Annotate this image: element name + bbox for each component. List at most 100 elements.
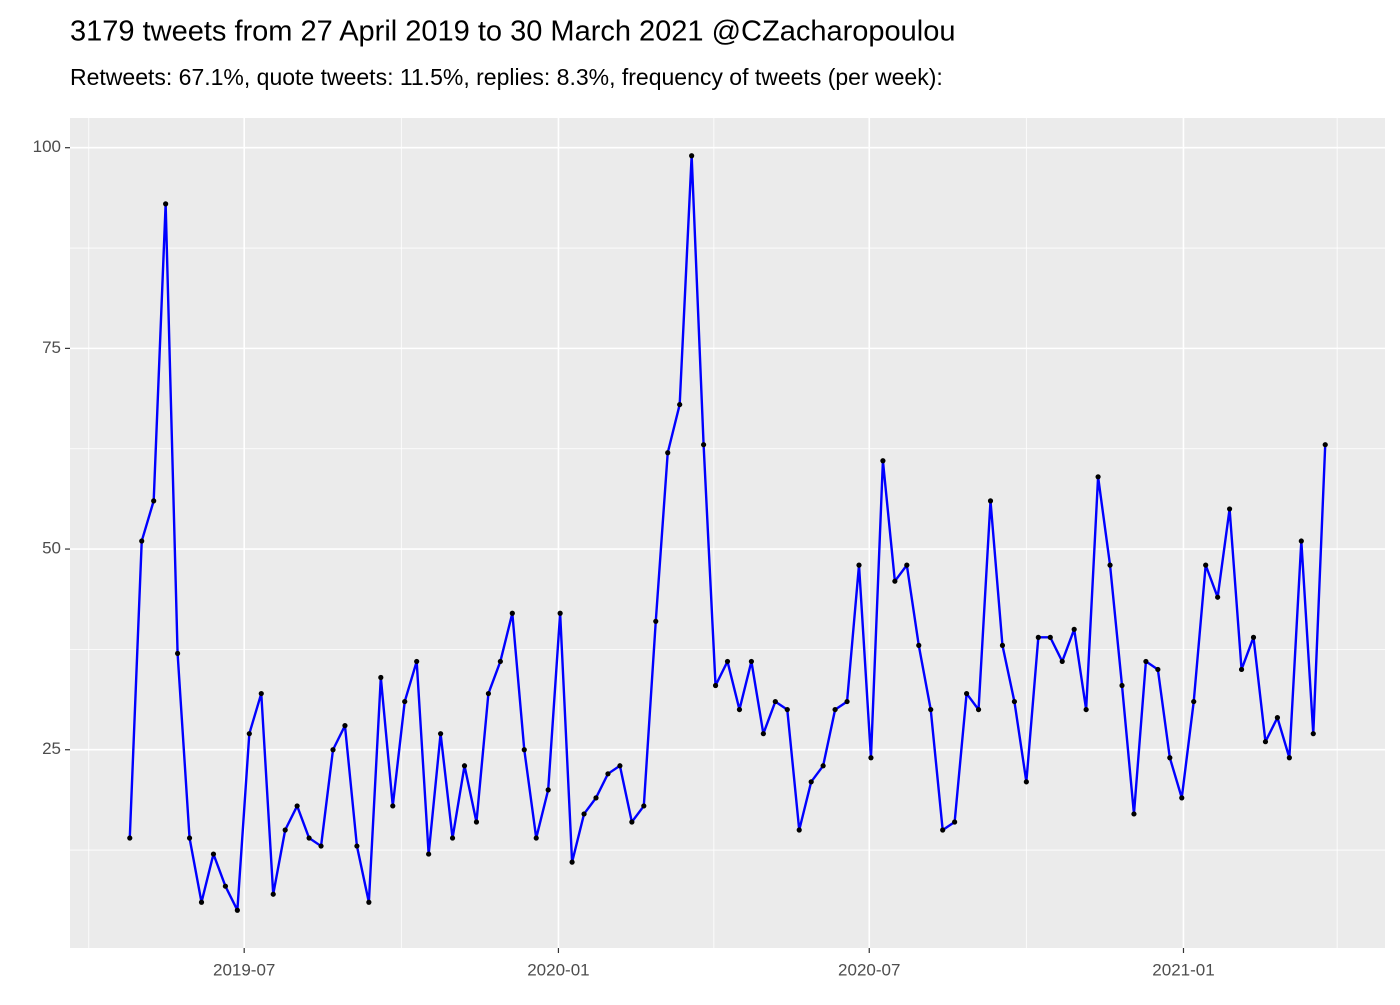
- data-point: [1203, 562, 1209, 568]
- data-point: [342, 723, 348, 729]
- data-point: [963, 690, 970, 697]
- chart-title: 3179 tweets from 27 April 2019 to 30 Mar…: [70, 16, 955, 48]
- data-point: [916, 642, 922, 648]
- data-point: [1215, 594, 1221, 600]
- data-point: [378, 674, 384, 681]
- data-point: [605, 771, 611, 777]
- data-point: [1167, 755, 1173, 761]
- x-tick-label: 2021-01: [1152, 960, 1214, 979]
- data-point: [1035, 634, 1041, 640]
- data-point: [593, 795, 599, 801]
- data-point: [999, 642, 1006, 648]
- data-point: [461, 763, 468, 769]
- data-point: [282, 827, 288, 833]
- data-point: [497, 658, 503, 665]
- data-point: [186, 835, 193, 841]
- data-point: [1286, 755, 1292, 761]
- data-point: [952, 819, 958, 825]
- data-point: [402, 698, 408, 705]
- data-point: [390, 803, 396, 809]
- data-point: [1107, 562, 1113, 568]
- data-point: [569, 859, 575, 865]
- data-point: [1238, 666, 1245, 673]
- x-tick-label: 2020-07: [838, 960, 900, 979]
- data-point: [473, 819, 480, 825]
- data-point: [1119, 682, 1125, 689]
- data-point: [856, 562, 862, 568]
- data-point: [485, 690, 492, 697]
- data-point: [1047, 634, 1053, 640]
- data-point: [210, 851, 217, 857]
- data-point: [748, 658, 755, 665]
- data-point: [521, 747, 527, 753]
- data-point: [665, 450, 671, 456]
- plot-panel: [70, 118, 1385, 948]
- data-point: [760, 731, 766, 737]
- data-point: [1179, 795, 1185, 801]
- data-point: [1083, 706, 1089, 713]
- data-point: [270, 891, 276, 897]
- y-tick-label: 50: [42, 539, 61, 558]
- data-point: [234, 907, 240, 913]
- data-point: [127, 835, 133, 841]
- data-point: [940, 827, 946, 833]
- data-point: [868, 755, 874, 761]
- data-point: [174, 650, 181, 657]
- data-point: [796, 827, 802, 833]
- data-point: [1023, 779, 1029, 785]
- data-point: [151, 498, 157, 504]
- data-point: [784, 706, 790, 713]
- data-point: [844, 698, 850, 705]
- data-point: [1310, 731, 1316, 737]
- data-point: [928, 706, 934, 713]
- data-point: [1155, 666, 1161, 673]
- data-point: [509, 610, 515, 616]
- data-point: [736, 706, 743, 713]
- data-point: [904, 562, 910, 568]
- data-point: [1298, 538, 1304, 544]
- data-point: [700, 442, 707, 448]
- data-point: [689, 153, 695, 159]
- chart-subtitle: Retweets: 67.1%, quote tweets: 11.5%, re…: [70, 64, 943, 90]
- data-point: [545, 787, 551, 793]
- data-point: [557, 610, 563, 616]
- data-point: [1095, 474, 1101, 480]
- x-tick-label: 2020-01: [527, 960, 589, 979]
- data-point: [533, 835, 539, 841]
- x-tick-label: 2019-07: [213, 960, 275, 979]
- data-point: [820, 763, 826, 769]
- data-point: [354, 843, 360, 849]
- data-point: [449, 835, 456, 841]
- data-point: [653, 618, 659, 624]
- data-point: [1059, 658, 1065, 665]
- data-point: [306, 835, 312, 841]
- data-point: [163, 201, 169, 207]
- data-point: [222, 883, 229, 889]
- data-point: [1226, 506, 1233, 512]
- data-point: [1143, 658, 1149, 665]
- y-tick-label: 75: [42, 338, 61, 357]
- data-point: [808, 779, 814, 785]
- data-point: [1262, 739, 1269, 745]
- data-point: [198, 899, 205, 905]
- data-point: [1071, 626, 1077, 632]
- data-point: [724, 658, 731, 665]
- data-point: [1131, 811, 1137, 817]
- y-tick-label: 25: [42, 739, 61, 758]
- data-point: [1274, 715, 1281, 721]
- data-point: [1191, 698, 1197, 705]
- data-point: [880, 458, 886, 464]
- data-point: [294, 803, 300, 809]
- data-point: [892, 578, 898, 584]
- data-point: [832, 706, 838, 713]
- data-point: [1250, 634, 1257, 640]
- data-point: [258, 690, 264, 697]
- data-point: [437, 731, 444, 737]
- data-point: [677, 401, 683, 408]
- data-point: [617, 763, 623, 769]
- data-point: [330, 747, 336, 753]
- data-point: [712, 682, 719, 689]
- data-point: [414, 658, 420, 665]
